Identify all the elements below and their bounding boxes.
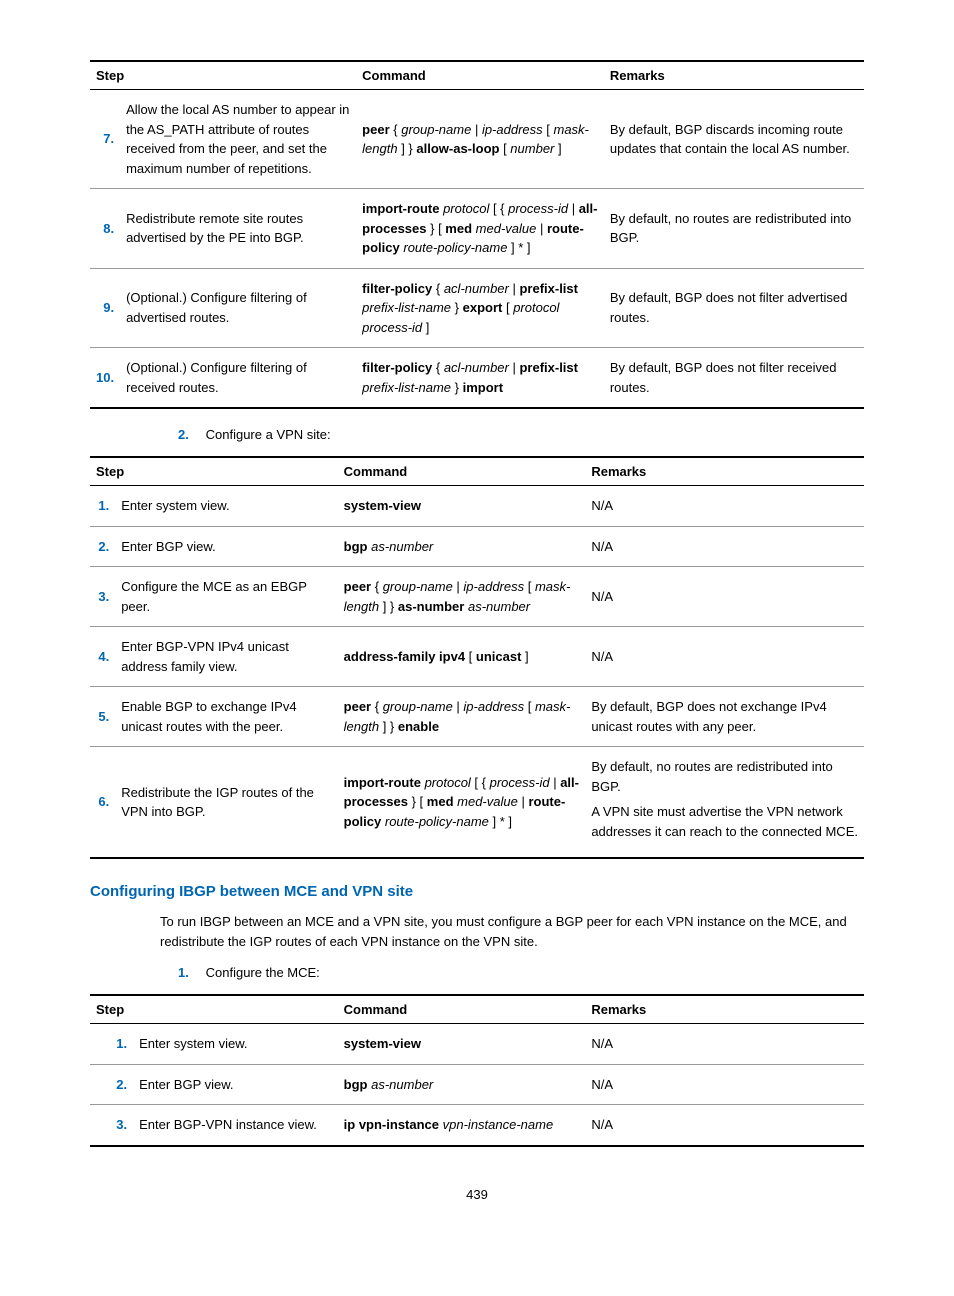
list-text: Configure the MCE: xyxy=(206,965,320,980)
step-description: Enter system view. xyxy=(115,486,337,527)
step-description: Redistribute remote site routes advertis… xyxy=(120,189,356,269)
table-row: 5.Enable BGP to exchange IPv4 unicast ro… xyxy=(90,687,864,747)
step-description: Enter BGP view. xyxy=(133,1064,338,1105)
step-description: Redistribute the IGP routes of the VPN i… xyxy=(115,747,337,859)
step-number: 3. xyxy=(90,1105,133,1146)
remarks-cell: N/A xyxy=(585,567,864,627)
step-description: (Optional.) Configure filtering of adver… xyxy=(120,268,356,348)
procedure-table-3: Step Command Remarks 1.Enter system view… xyxy=(90,994,864,1147)
procedure-table-2: Step Command Remarks 1.Enter system view… xyxy=(90,456,864,859)
remarks-cell: N/A xyxy=(585,1024,864,1065)
remarks-cell: N/A xyxy=(585,1064,864,1105)
command-cell: system-view xyxy=(338,486,586,527)
list-num: 2. xyxy=(178,427,202,442)
table-row: 7.Allow the local AS number to appear in… xyxy=(90,90,864,189)
table-row: 3.Enter BGP-VPN instance view.ip vpn-ins… xyxy=(90,1105,864,1146)
remarks-cell: By default, no routes are redistributed … xyxy=(604,189,864,269)
step-number: 1. xyxy=(90,486,115,527)
step-number: 10. xyxy=(90,348,120,409)
table-row: 4.Enter BGP-VPN IPv4 unicast address fam… xyxy=(90,627,864,687)
th-command: Command xyxy=(338,995,586,1024)
procedure-table-1: Step Command Remarks 7.Allow the local A… xyxy=(90,60,864,409)
step-number: 1. xyxy=(90,1024,133,1065)
tbody-3: 1.Enter system view.system-viewN/A2.Ente… xyxy=(90,1024,864,1146)
th-command: Command xyxy=(338,457,586,486)
step-description: Configure the MCE as an EBGP peer. xyxy=(115,567,337,627)
remarks-cell: By default, BGP does not exchange IPv4 u… xyxy=(585,687,864,747)
table-row: 9.(Optional.) Configure filtering of adv… xyxy=(90,268,864,348)
step-number: 2. xyxy=(90,1064,133,1105)
list-item-configure-vpn: 2. Configure a VPN site: xyxy=(90,427,864,442)
command-cell: bgp as-number xyxy=(338,1064,586,1105)
command-cell: peer { group-name | ip-address [ mask-le… xyxy=(356,90,604,189)
list-text: Configure a VPN site: xyxy=(206,427,331,442)
command-cell: peer { group-name | ip-address [ mask-le… xyxy=(338,567,586,627)
command-cell: bgp as-number xyxy=(338,526,586,567)
section-heading: Configuring IBGP between MCE and VPN sit… xyxy=(90,883,864,900)
step-description: Enable BGP to exchange IPv4 unicast rout… xyxy=(115,687,337,747)
table-row: 1.Enter system view.system-viewN/A xyxy=(90,1024,864,1065)
step-description: Enter system view. xyxy=(133,1024,338,1065)
command-cell: peer { group-name | ip-address [ mask-le… xyxy=(338,687,586,747)
command-cell: import-route protocol [ { process-id | a… xyxy=(356,189,604,269)
table-row: 2.Enter BGP view.bgp as-numberN/A xyxy=(90,1064,864,1105)
th-step: Step xyxy=(90,61,356,90)
command-cell: filter-policy { acl-number | prefix-list… xyxy=(356,348,604,409)
list-num: 1. xyxy=(178,965,202,980)
command-cell: ip vpn-instance vpn-instance-name xyxy=(338,1105,586,1146)
table-row: 10.(Optional.) Configure filtering of re… xyxy=(90,348,864,409)
tbody-1: 7.Allow the local AS number to appear in… xyxy=(90,90,864,409)
table-row: 1.Enter system view.system-viewN/A xyxy=(90,486,864,527)
table-row: 8.Redistribute remote site routes advert… xyxy=(90,189,864,269)
step-description: Enter BGP view. xyxy=(115,526,337,567)
command-cell: address-family ipv4 [ unicast ] xyxy=(338,627,586,687)
th-remarks: Remarks xyxy=(585,995,864,1024)
step-number: 7. xyxy=(90,90,120,189)
step-number: 2. xyxy=(90,526,115,567)
step-description: (Optional.) Configure filtering of recei… xyxy=(120,348,356,409)
step-description: Enter BGP-VPN IPv4 unicast address famil… xyxy=(115,627,337,687)
th-command: Command xyxy=(356,61,604,90)
table-row: 2.Enter BGP view.bgp as-numberN/A xyxy=(90,526,864,567)
step-number: 9. xyxy=(90,268,120,348)
step-number: 6. xyxy=(90,747,115,859)
remarks-cell: N/A xyxy=(585,486,864,527)
th-remarks: Remarks xyxy=(585,457,864,486)
list-item-configure-mce: 1. Configure the MCE: xyxy=(90,965,864,980)
remarks-cell: N/A xyxy=(585,627,864,687)
th-remarks: Remarks xyxy=(604,61,864,90)
command-cell: import-route protocol [ { process-id | a… xyxy=(338,747,586,859)
th-step: Step xyxy=(90,457,338,486)
page-number: 439 xyxy=(90,1187,864,1202)
step-number: 8. xyxy=(90,189,120,269)
remarks-cell: N/A xyxy=(585,1105,864,1146)
tbody-2: 1.Enter system view.system-viewN/A2.Ente… xyxy=(90,486,864,859)
remarks-cell: By default, BGP discards incoming route … xyxy=(604,90,864,189)
table-row: 3.Configure the MCE as an EBGP peer.peer… xyxy=(90,567,864,627)
remarks-cell: By default, BGP does not filter advertis… xyxy=(604,268,864,348)
step-number: 5. xyxy=(90,687,115,747)
th-step: Step xyxy=(90,995,338,1024)
command-cell: system-view xyxy=(338,1024,586,1065)
remarks-cell: N/A xyxy=(585,526,864,567)
step-description: Enter BGP-VPN instance view. xyxy=(133,1105,338,1146)
remarks-cell: By default, BGP does not filter received… xyxy=(604,348,864,409)
remarks-cell: By default, no routes are redistributed … xyxy=(585,747,864,859)
table-row: 6.Redistribute the IGP routes of the VPN… xyxy=(90,747,864,859)
intro-paragraph: To run IBGP between an MCE and a VPN sit… xyxy=(160,912,864,951)
step-number: 4. xyxy=(90,627,115,687)
step-number: 3. xyxy=(90,567,115,627)
step-description: Allow the local AS number to appear in t… xyxy=(120,90,356,189)
command-cell: filter-policy { acl-number | prefix-list… xyxy=(356,268,604,348)
